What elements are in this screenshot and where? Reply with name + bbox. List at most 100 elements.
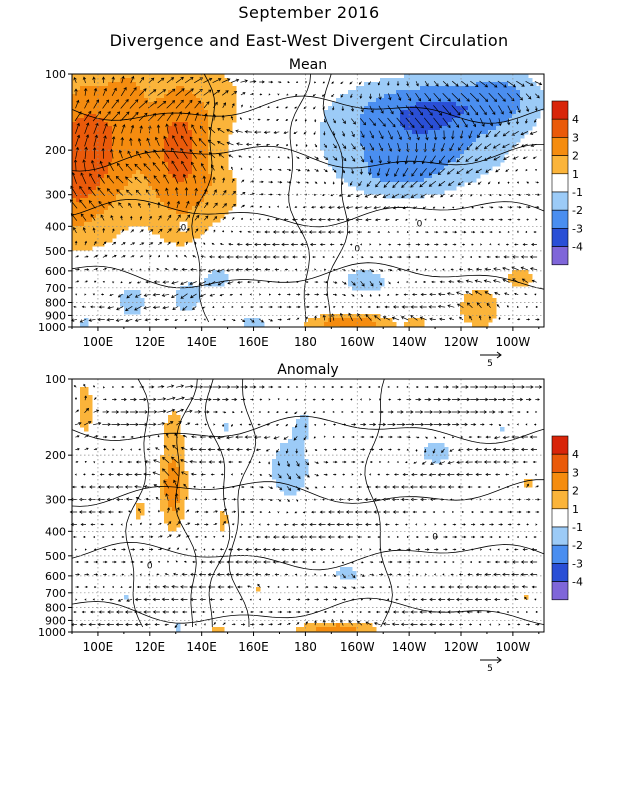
- y-tick-label: 200: [45, 144, 66, 157]
- colorbar-swatch: [551, 228, 569, 247]
- colorbar-label: -4: [572, 576, 583, 589]
- colorbar: 4 3 2 1 -1 -2 -3 -4: [551, 100, 583, 266]
- colorbar-swatch: [551, 155, 569, 175]
- contour-line: [71, 415, 545, 444]
- y-tick-label: 300: [45, 494, 66, 507]
- colorbar-label: 2: [572, 485, 579, 498]
- vector-arrows: [69, 75, 543, 323]
- x-tick-label: 140W: [392, 640, 427, 654]
- y-tick-label: 1000: [38, 626, 66, 639]
- panel-0: 0 0 0 100E 120E 140E 160E 180 160W 140W 120W 100W 10…: [38, 57, 583, 369]
- figure-title: September 2016: [238, 3, 380, 22]
- x-tick-label: 160W: [340, 335, 375, 349]
- contour-line: [364, 378, 393, 628]
- ticks: [68, 378, 540, 636]
- x-tick-label: 160E: [238, 640, 269, 654]
- colorbar-swatch: [551, 544, 569, 564]
- reference-vector: [480, 351, 502, 359]
- x-tick-label: 100E: [83, 640, 114, 654]
- x-tick-label: 120E: [135, 640, 166, 654]
- x-tick-label: 180: [294, 335, 317, 349]
- y-tick-label: 100: [45, 68, 66, 81]
- colorbar: 4 3 2 1 -1 -2 -3 -4: [551, 435, 583, 601]
- panel-title: Anomaly: [277, 362, 338, 378]
- colorbar-swatch: [551, 581, 569, 601]
- y-tick-label: 700: [45, 587, 66, 600]
- divergence-shading: [72, 74, 544, 327]
- x-tick-label: 120W: [444, 335, 479, 349]
- x-tick-label: 160E: [238, 335, 269, 349]
- colorbar-swatch: [551, 118, 569, 138]
- x-tick-label: 100E: [83, 335, 114, 349]
- colorbar-swatch: [551, 191, 569, 211]
- contour-line: [71, 262, 545, 290]
- colorbar-label: 2: [572, 150, 579, 163]
- contour-line: [71, 95, 545, 124]
- contour-line: [322, 73, 349, 323]
- colorbar-label: 1: [572, 503, 579, 516]
- vector-arrows: [69, 383, 543, 629]
- y-tick-label: 500: [45, 245, 66, 258]
- y-tick-label: 500: [45, 550, 66, 563]
- colorbar-label: -3: [572, 222, 583, 235]
- grid-lines: [72, 378, 544, 633]
- y-tick-label: 200: [45, 449, 66, 462]
- reference-vector-label: 5: [487, 359, 493, 369]
- y-tick-label: 400: [45, 220, 66, 233]
- colorbar-label: -1: [572, 521, 583, 534]
- ticks: [68, 73, 540, 331]
- y-tick-label: 100: [45, 373, 66, 386]
- contour-line: [228, 378, 257, 628]
- colorbar-swatch: [551, 246, 569, 266]
- colorbar-swatch: [551, 137, 569, 156]
- colorbar-label: 4: [572, 448, 579, 461]
- colorbar-swatch: [551, 490, 569, 510]
- colorbar-label: -2: [572, 204, 583, 217]
- circulation-vectors: [69, 75, 543, 323]
- x-tick-label: 140E: [186, 335, 217, 349]
- contour-line: [125, 378, 149, 628]
- colorbar-label: 3: [572, 131, 579, 144]
- figure-subtitle: Divergence and East-West Divergent Circu…: [109, 31, 509, 50]
- plot-frame: [71, 73, 545, 328]
- contour-line: [71, 597, 545, 625]
- colorbar-label: -1: [572, 186, 583, 199]
- colorbar-label: -2: [572, 539, 583, 552]
- colorbar-swatch: [551, 472, 569, 491]
- x-tick-label: 160W: [340, 640, 375, 654]
- y-tick-label: 800: [45, 296, 66, 309]
- contour-lines: [71, 378, 545, 628]
- y-tick-label: 1000: [38, 321, 66, 334]
- contour-line: [71, 479, 544, 507]
- contour-line: [71, 144, 544, 172]
- x-tick-label: 140E: [186, 640, 217, 654]
- colorbar-label: 3: [572, 466, 579, 479]
- contour-line: [288, 73, 311, 323]
- colorbar-swatch: [551, 435, 569, 455]
- contour-label: 0: [147, 561, 153, 571]
- y-tick-label: 800: [45, 601, 66, 614]
- colorbar-swatch: [551, 100, 569, 120]
- contour-line: [204, 378, 231, 628]
- y-tick-label: 700: [45, 282, 66, 295]
- y-tick-label: 900: [45, 309, 66, 322]
- plot-frame: [71, 378, 545, 633]
- contour-label: 0: [181, 224, 187, 234]
- contour-label: 0: [432, 533, 438, 543]
- contour-line: [71, 541, 545, 571]
- colorbar-swatch: [551, 209, 569, 229]
- y-tick-label: 300: [45, 189, 66, 202]
- reference-vector-label: 5: [487, 664, 493, 674]
- colorbar-swatch: [551, 173, 569, 193]
- contour-label: 0: [417, 220, 423, 230]
- y-tick-label: 600: [45, 265, 66, 278]
- x-tick-label: 100W: [495, 335, 530, 349]
- colorbar-label: -4: [572, 241, 583, 254]
- circulation-vectors: [69, 383, 543, 629]
- x-tick-label: 140W: [392, 335, 427, 349]
- reference-vector: [480, 656, 502, 664]
- x-tick-label: 120W: [444, 640, 479, 654]
- x-tick-label: 100W: [495, 640, 530, 654]
- colorbar-swatch: [551, 563, 569, 582]
